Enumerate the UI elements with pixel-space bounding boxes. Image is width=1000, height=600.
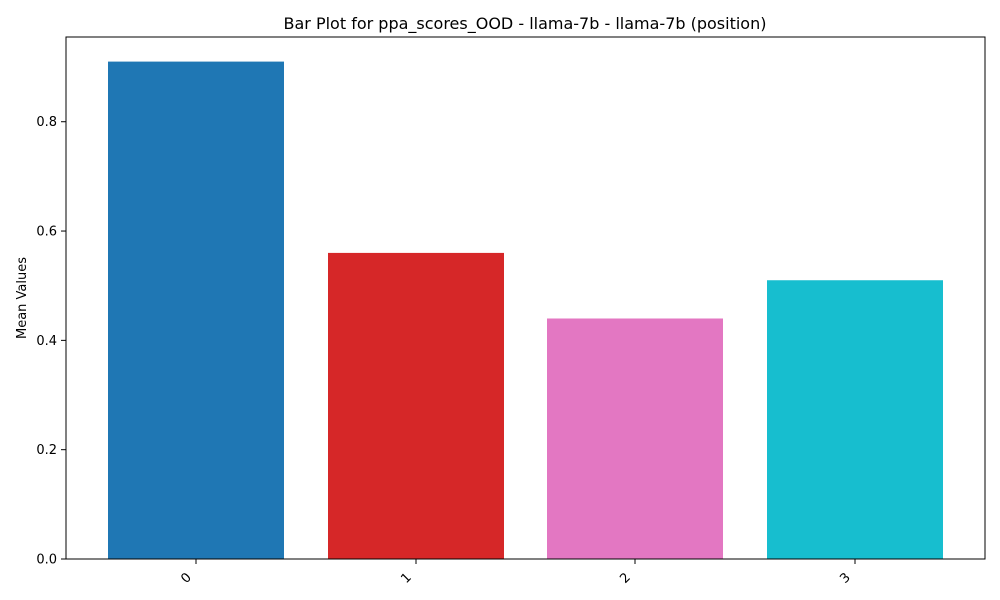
y-tick-label: 0.4	[36, 334, 57, 349]
x-tick-label: 0	[178, 570, 194, 586]
x-tick-label: 2	[617, 570, 633, 586]
y-axis-ticks: 0.0 0.2 0.4 0.6 0.8	[36, 115, 66, 568]
y-tick-label: 0.0	[36, 553, 57, 568]
y-tick-label: 0.2	[36, 443, 57, 458]
x-tick-label: 3	[837, 570, 853, 586]
x-tick-label: 1	[398, 570, 414, 586]
plot-area-frame	[65, 36, 986, 560]
y-tick-label: 0.6	[36, 225, 57, 240]
bars-group	[108, 61, 943, 559]
bar-0	[108, 61, 284, 559]
chart-title: Bar Plot for ppa_scores_OOD - llama-7b -…	[284, 14, 767, 34]
y-axis-label: Mean Values	[15, 257, 30, 339]
x-axis-ticks: 0 1 2 3	[178, 559, 856, 587]
y-tick-label: 0.8	[36, 115, 57, 130]
bar-3	[767, 280, 943, 559]
bar-1	[328, 252, 504, 559]
bar-2	[547, 318, 723, 559]
